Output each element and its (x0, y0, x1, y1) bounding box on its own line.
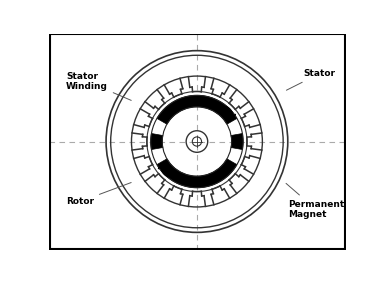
Text: Permanent
Magnet: Permanent Magnet (286, 183, 344, 219)
Text: Stator: Stator (286, 69, 335, 90)
Text: Stator
Winding: Stator Winding (66, 72, 131, 100)
Polygon shape (157, 95, 237, 124)
Text: Rotor: Rotor (66, 183, 131, 206)
Circle shape (192, 137, 202, 146)
Polygon shape (157, 159, 237, 188)
Polygon shape (151, 133, 163, 149)
Polygon shape (231, 133, 243, 149)
